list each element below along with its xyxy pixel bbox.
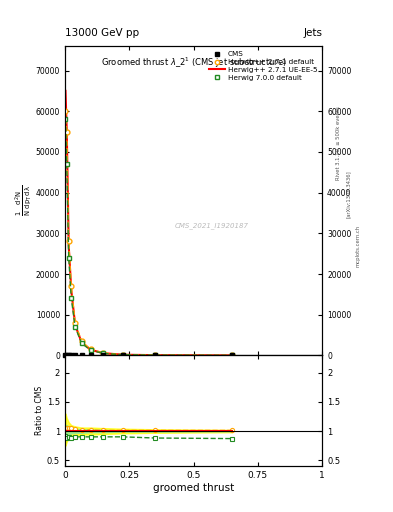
Text: Jets: Jets [303, 28, 322, 38]
Herwig 7.0.0 default [63, 116, 68, 122]
CMS [73, 352, 77, 358]
Herwig 7.0.0 default [120, 352, 125, 358]
Herwig++ 2.7.1 UE-EE-5 [69, 287, 73, 293]
Herwig++ 2.7.1 UE-EE-5 [63, 88, 68, 94]
Herwig++ 2.7.1 default [101, 350, 106, 356]
Herwig++ 2.7.1 default [63, 108, 68, 114]
CMS [88, 352, 93, 358]
Herwig++ 2.7.1 UE-EE-5 [66, 243, 71, 249]
Herwig 7.0.0 default [152, 352, 157, 358]
Herwig 7.0.0 default [69, 295, 73, 302]
Herwig++ 2.7.1 UE-EE-5 [120, 352, 125, 358]
Line: Herwig 7.0.0 default: Herwig 7.0.0 default [63, 117, 235, 358]
CMS [64, 352, 69, 358]
Herwig 7.0.0 default [79, 340, 84, 346]
Text: Groomed thrust $\lambda\_2^1$ (CMS jet substructure): Groomed thrust $\lambda\_2^1$ (CMS jet s… [101, 55, 286, 70]
Text: [arXiv:1306.3436]: [arXiv:1306.3436] [346, 170, 351, 219]
Herwig++ 2.7.1 UE-EE-5 [101, 350, 106, 356]
Herwig++ 2.7.1 UE-EE-5 [230, 352, 235, 358]
X-axis label: groomed thrust: groomed thrust [153, 482, 234, 493]
Text: 13000 GeV pp: 13000 GeV pp [65, 28, 139, 38]
CMS [120, 352, 125, 358]
Herwig++ 2.7.1 default [120, 352, 125, 358]
CMS [63, 352, 68, 358]
Line: Herwig++ 2.7.1 default: Herwig++ 2.7.1 default [63, 109, 235, 358]
CMS [230, 352, 235, 358]
Line: Herwig++ 2.7.1 UE-EE-5: Herwig++ 2.7.1 UE-EE-5 [66, 91, 232, 355]
Legend: CMS, Herwig++ 2.7.1 default, Herwig++ 2.7.1 UE-EE-5, Herwig 7.0.0 default: CMS, Herwig++ 2.7.1 default, Herwig++ 2.… [208, 50, 319, 82]
Herwig++ 2.7.1 default [230, 352, 235, 358]
Herwig++ 2.7.1 UE-EE-5 [64, 129, 69, 135]
CMS [152, 352, 157, 358]
CMS [66, 352, 71, 358]
Y-axis label: Ratio to CMS: Ratio to CMS [35, 386, 44, 435]
CMS [79, 352, 84, 358]
Herwig++ 2.7.1 UE-EE-5 [79, 339, 84, 346]
Herwig 7.0.0 default [64, 161, 69, 167]
Y-axis label: $\mathregular{\frac{1}{N}\,\frac{d^2N}{dp_T\,d\lambda}}$: $\mathregular{\frac{1}{N}\,\frac{d^2N}{d… [13, 185, 34, 217]
Herwig++ 2.7.1 default [66, 239, 71, 245]
Herwig 7.0.0 default [66, 254, 71, 261]
Herwig++ 2.7.1 default [73, 320, 77, 326]
Herwig 7.0.0 default [73, 324, 77, 330]
Text: CMS_2021_I1920187: CMS_2021_I1920187 [174, 222, 248, 229]
Herwig++ 2.7.1 UE-EE-5 [73, 322, 77, 328]
Herwig++ 2.7.1 UE-EE-5 [88, 347, 93, 353]
Herwig++ 2.7.1 default [152, 352, 157, 358]
Line: CMS: CMS [63, 353, 235, 358]
CMS [69, 352, 73, 358]
Herwig++ 2.7.1 default [69, 283, 73, 289]
Text: mcplots.cern.ch: mcplots.cern.ch [356, 225, 361, 267]
Herwig++ 2.7.1 default [79, 338, 84, 344]
Herwig++ 2.7.1 UE-EE-5 [152, 352, 157, 358]
Herwig 7.0.0 default [230, 352, 235, 358]
Herwig 7.0.0 default [101, 350, 106, 356]
Text: Rivet 3.1.10, ≥ 500k events: Rivet 3.1.10, ≥ 500k events [336, 106, 341, 180]
Herwig++ 2.7.1 default [88, 346, 93, 352]
Herwig 7.0.0 default [88, 347, 93, 353]
CMS [101, 352, 106, 358]
Herwig++ 2.7.1 default [64, 129, 69, 135]
